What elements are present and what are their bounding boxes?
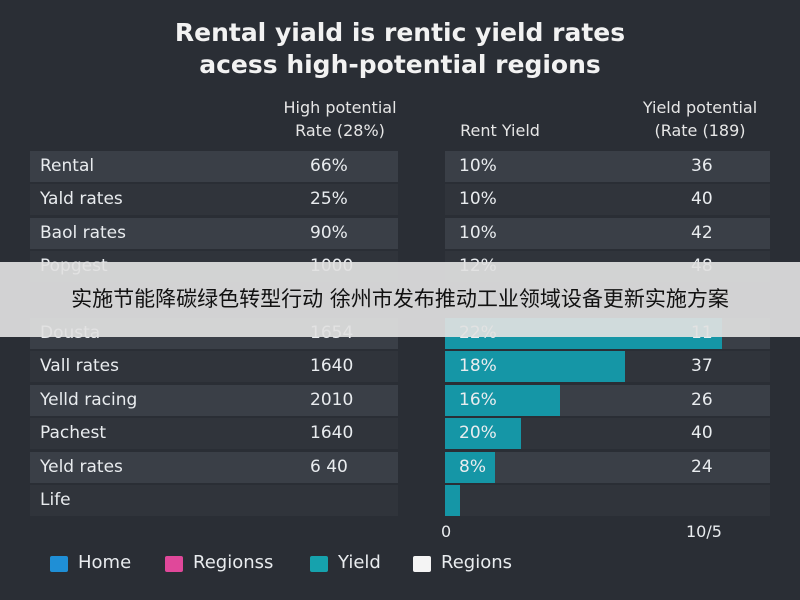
table-row: 16% 26	[445, 385, 770, 416]
header-line: Yield potential	[642, 98, 758, 117]
legend-label: Regionss	[193, 552, 274, 573]
cell-value: 37	[691, 356, 713, 376]
table-row: Pachest 1640	[30, 418, 398, 449]
column-header: High potential Rate (28%)	[250, 96, 430, 142]
table-row: 10% 40	[445, 184, 770, 215]
row-label: Pachest	[40, 423, 107, 443]
cell-value: 1640	[310, 356, 354, 376]
cell-value: 25%	[310, 189, 348, 209]
legend-label: Home	[78, 552, 132, 573]
table-row: Life	[30, 485, 398, 516]
legend-swatch	[50, 556, 68, 572]
table-row: Yald rates 25%	[30, 184, 398, 215]
banner: 实施节能降碳绿色转型行动 徐州市发布推动工业领域设备更新实施方案	[0, 262, 800, 337]
header-line: Rate (28%)	[295, 121, 385, 140]
row-label: Yeld rates	[40, 457, 123, 477]
bar	[445, 385, 560, 416]
bar	[445, 485, 460, 516]
title-line: Rental yiald is rentic yield rates	[174, 18, 626, 47]
cell-value: 26	[691, 390, 713, 410]
legend-swatch	[165, 556, 183, 572]
cell-value: 10%	[459, 189, 497, 209]
cell-value: 90%	[310, 223, 348, 243]
column-header: Rent Yield	[460, 121, 540, 140]
legend-label: Yield	[338, 552, 381, 573]
axis-label: 10/5	[686, 522, 722, 541]
cell-value: 16%	[459, 390, 497, 410]
cell-value: 6 40	[310, 457, 348, 477]
title-line: acess high-potential regions	[199, 50, 601, 79]
table-row: 8% 24	[445, 452, 770, 483]
axis-label: 0	[441, 522, 452, 541]
cell-value: 8%	[459, 457, 486, 477]
table-row	[445, 485, 770, 516]
table-row: Vall rates 1640	[30, 351, 398, 382]
cell-value: 2010	[310, 390, 354, 410]
cell-value: 20%	[459, 423, 497, 443]
row-label: Rental	[40, 156, 95, 176]
row-label: Baol rates	[40, 223, 126, 243]
column-header: Yield potential (Rate (189)	[610, 96, 790, 142]
table-row: 20% 40	[445, 418, 770, 449]
cell-value: 18%	[459, 356, 497, 376]
table-row: Yelld racing 2010	[30, 385, 398, 416]
cell-value: 40	[691, 189, 713, 209]
cell-value: 10%	[459, 156, 497, 176]
row-label: Yelld racing	[40, 390, 138, 410]
table-row: Baol rates 90%	[30, 218, 398, 249]
header-line: (Rate (189)	[654, 121, 746, 140]
cell-value: 42	[691, 223, 713, 243]
table-row: 10% 42	[445, 218, 770, 249]
cell-value: 1640	[310, 423, 354, 443]
bar	[445, 351, 625, 382]
header-line: High potential	[283, 98, 397, 117]
cell-value: 24	[691, 457, 713, 477]
cell-value: 36	[691, 156, 713, 176]
bar	[445, 452, 495, 483]
bar	[445, 418, 521, 449]
row-label: Yald rates	[40, 189, 123, 209]
legend-label: Regions	[441, 552, 512, 573]
table-row: 10% 36	[445, 151, 770, 182]
table-row: 18% 37	[445, 351, 770, 382]
cell-value: 10%	[459, 223, 497, 243]
legend-swatch	[413, 556, 431, 572]
row-label: Life	[40, 490, 71, 510]
table-row: Yeld rates 6 40	[30, 452, 398, 483]
cell-value: 66%	[310, 156, 348, 176]
table-row: Rental 66%	[30, 151, 398, 182]
legend-swatch	[310, 556, 328, 572]
cell-value: 40	[691, 423, 713, 443]
row-label: Vall rates	[40, 356, 119, 376]
